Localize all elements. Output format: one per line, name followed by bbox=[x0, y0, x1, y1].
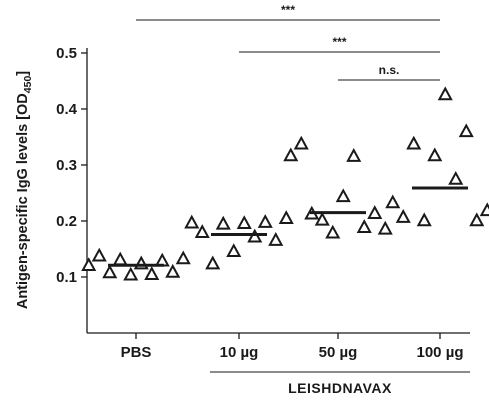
data-point bbox=[165, 263, 181, 278]
group-bracket: LEISHDNAVAX bbox=[210, 371, 470, 396]
data-point bbox=[283, 147, 299, 162]
data-points bbox=[81, 86, 489, 281]
y-axis: 0.1 0.2 0.3 0.4 0.5 bbox=[56, 45, 88, 333]
data-point bbox=[102, 264, 118, 279]
data-point bbox=[385, 194, 401, 209]
y-axis-label-close: ] bbox=[15, 71, 31, 76]
data-point bbox=[236, 215, 252, 230]
data-point bbox=[215, 215, 231, 230]
data-point bbox=[144, 266, 160, 280]
data-point bbox=[335, 188, 351, 203]
data-point bbox=[293, 135, 309, 150]
data-point bbox=[395, 209, 411, 223]
significance-label: *** bbox=[332, 35, 346, 49]
y-tick-label: 0.5 bbox=[56, 45, 77, 62]
x-axis: PBS 10 µg 50 µg 100 µg bbox=[87, 332, 470, 361]
data-point bbox=[123, 266, 139, 281]
data-point bbox=[346, 148, 362, 162]
data-point bbox=[416, 212, 432, 227]
data-point bbox=[427, 147, 443, 162]
y-axis-label: Antigen-specific IgG levels [OD450] bbox=[15, 71, 34, 309]
data-point bbox=[184, 214, 200, 229]
x-tick-label: 10 µg bbox=[220, 344, 259, 361]
data-point bbox=[314, 211, 330, 226]
data-point bbox=[91, 247, 107, 262]
data-point bbox=[194, 224, 210, 238]
data-point bbox=[81, 257, 97, 272]
data-point bbox=[278, 210, 294, 224]
data-point bbox=[437, 86, 453, 101]
data-point bbox=[469, 212, 485, 227]
data-point bbox=[479, 202, 489, 217]
x-tick-label: PBS bbox=[121, 344, 152, 361]
x-ticks: PBS 10 µg 50 µg 100 µg bbox=[121, 333, 464, 361]
x-tick-label: 50 µg bbox=[319, 344, 358, 361]
data-point bbox=[458, 123, 474, 138]
data-point bbox=[377, 220, 393, 235]
mean-lines bbox=[108, 186, 468, 267]
data-point bbox=[325, 224, 341, 239]
data-point bbox=[406, 135, 422, 150]
y-axis-label-main: Antigen-specific IgG levels [OD bbox=[15, 93, 31, 309]
y-tick-label: 0.1 bbox=[56, 269, 77, 286]
significance-label: *** bbox=[281, 3, 295, 17]
data-point bbox=[448, 170, 464, 185]
data-point bbox=[356, 219, 372, 233]
group-label: LEISHDNAVAX bbox=[288, 380, 392, 396]
data-point bbox=[226, 243, 242, 258]
y-tick-label: 0.3 bbox=[56, 157, 77, 174]
significance-label: n.s. bbox=[379, 63, 400, 77]
data-point bbox=[257, 214, 273, 228]
y-tick-label: 0.2 bbox=[56, 213, 77, 230]
y-ticks: 0.1 0.2 0.3 0.4 0.5 bbox=[56, 45, 87, 286]
data-point bbox=[247, 228, 263, 243]
data-point bbox=[112, 251, 128, 266]
y-axis-label-subscript: 450 bbox=[22, 76, 34, 94]
x-tick-label: 100 µg bbox=[417, 344, 464, 361]
significance-brackets: *** *** n.s. bbox=[136, 3, 440, 81]
data-point bbox=[175, 250, 191, 265]
data-point bbox=[268, 232, 284, 246]
y-tick-label: 0.4 bbox=[56, 101, 78, 118]
data-point bbox=[367, 205, 383, 219]
data-point bbox=[205, 255, 221, 270]
